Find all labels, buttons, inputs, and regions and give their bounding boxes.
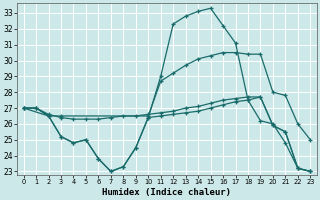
X-axis label: Humidex (Indice chaleur): Humidex (Indice chaleur) bbox=[102, 188, 231, 197]
